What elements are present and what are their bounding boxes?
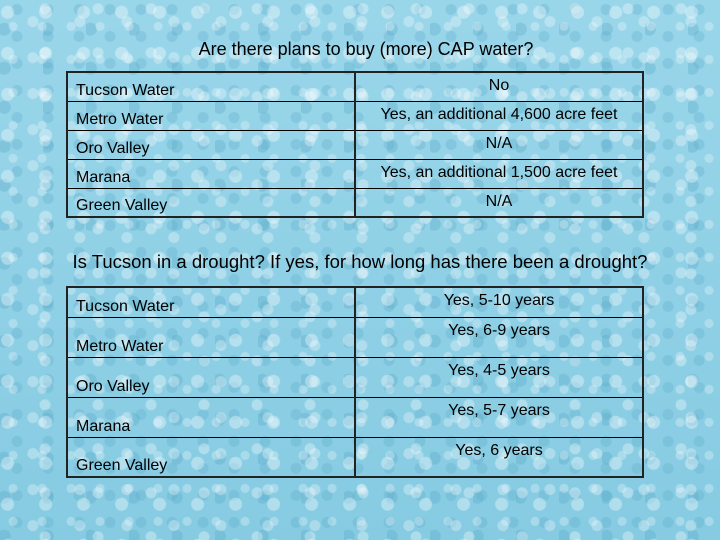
provider-answer: N/A — [354, 129, 644, 160]
table-row: Oro Valley Yes, 4-5 years — [66, 356, 644, 398]
provider-answer: Yes, 4-5 years — [354, 356, 644, 398]
table-row: Green Valley N/A — [66, 187, 644, 218]
drought-question-title: Is Tucson in a drought? If yes, for how … — [72, 251, 648, 272]
table-row: Tucson Water Yes, 5-10 years — [66, 286, 644, 318]
drought-table: Tucson Water Yes, 5-10 years Metro Water… — [66, 286, 644, 478]
provider-answer: Yes, 6 years — [354, 436, 644, 478]
provider-answer: Yes, an additional 4,600 acre feet — [354, 100, 644, 131]
provider-name: Oro Valley — [66, 356, 355, 398]
cap-water-question-title: Are there plans to buy (more) CAP water? — [198, 39, 534, 59]
cap-water-table: Tucson Water No Metro Water Yes, an addi… — [66, 71, 644, 218]
provider-name: Tucson Water — [66, 286, 355, 318]
table-row: Metro Water Yes, 6-9 years — [66, 316, 644, 358]
table-row: Marana Yes, an additional 1,500 acre fee… — [66, 158, 644, 189]
provider-name: Green Valley — [66, 187, 355, 218]
provider-name: Marana — [66, 158, 355, 189]
table-row: Marana Yes, 5-7 years — [66, 396, 644, 438]
provider-answer: Yes, 5-10 years — [354, 286, 644, 318]
table-row: Metro Water Yes, an additional 4,600 acr… — [66, 100, 644, 131]
provider-answer: No — [354, 71, 644, 102]
provider-answer: N/A — [354, 187, 644, 218]
table-row: Green Valley Yes, 6 years — [66, 436, 644, 478]
provider-name: Metro Water — [66, 316, 355, 358]
provider-answer: Yes, 6-9 years — [354, 316, 644, 358]
provider-answer: Yes, an additional 1,500 acre feet — [354, 158, 644, 189]
provider-name: Metro Water — [66, 100, 355, 131]
provider-name: Oro Valley — [66, 129, 355, 160]
provider-name: Marana — [66, 396, 355, 438]
provider-answer: Yes, 5-7 years — [354, 396, 644, 438]
provider-name: Tucson Water — [66, 71, 355, 102]
table-row: Oro Valley N/A — [66, 129, 644, 160]
provider-name: Green Valley — [66, 436, 355, 478]
table-row: Tucson Water No — [66, 71, 644, 102]
